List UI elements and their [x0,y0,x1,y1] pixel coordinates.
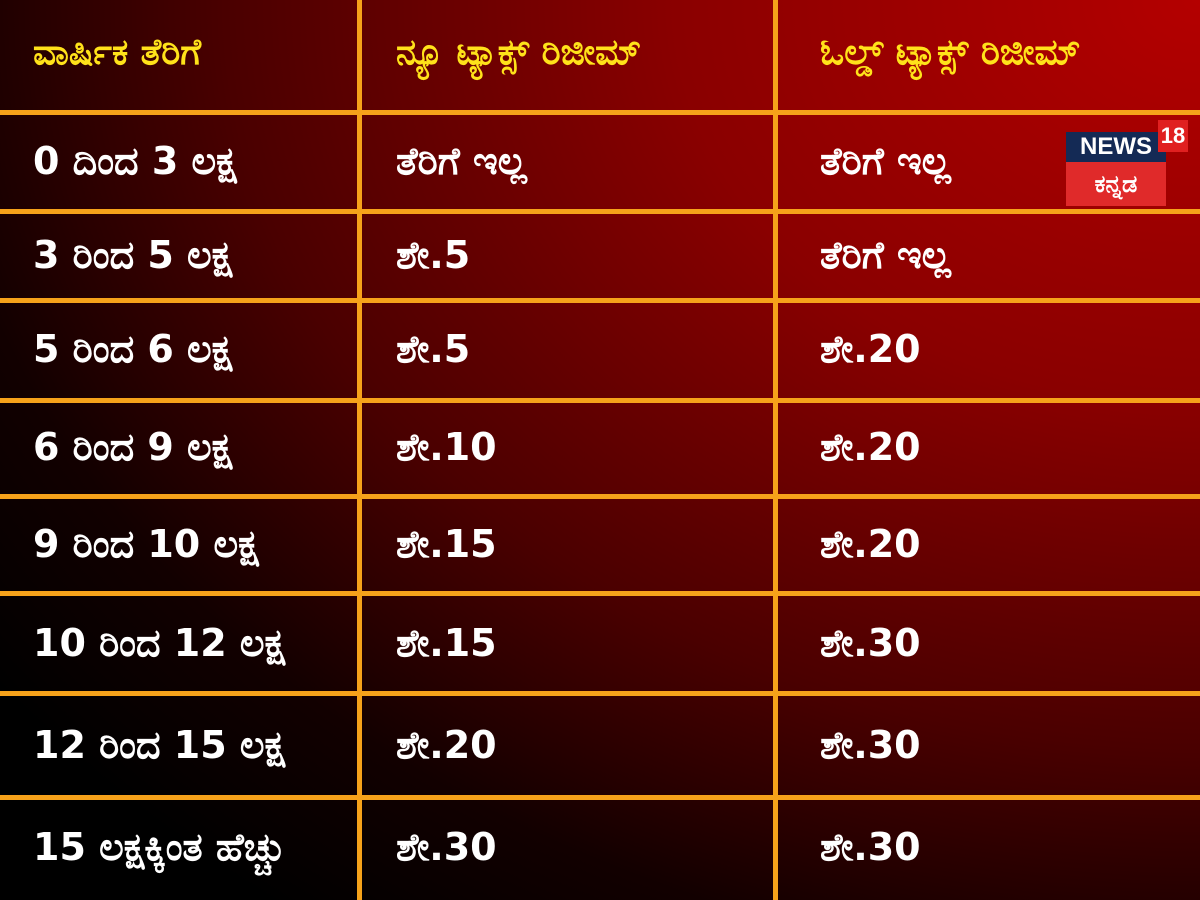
row-divider [0,298,1200,303]
row-divider [0,209,1200,214]
news18-kannada-logo: NEWS 18 ಕನ್ನಡ [1066,120,1190,208]
old-regime-rate: ಶೇ.20 [820,327,921,371]
column-divider [357,0,362,900]
logo-18: 18 [1158,120,1188,152]
income-slab: 6 ರಿಂದ 9 ಲಕ್ಷ [33,425,233,469]
old-regime-rate: ಶೇ.20 [820,522,921,566]
new-regime-rate: ಶೇ.15 [396,522,497,566]
column-header-old-regime: ಓಲ್ಡ್ ಟ್ಯಾಕ್ಸ್ ರಿಜೀಮ್ [820,31,1081,73]
old-regime-rate: ಶೇ.30 [820,825,921,869]
income-slab: 10 ರಿಂದ 12 ಲಕ್ಷ [33,620,286,665]
logo-news: NEWS [1066,132,1166,162]
old-regime-rate: ಶೇ.30 [820,620,921,665]
new-regime-rate: ಶೇ.5 [396,327,471,371]
new-regime-rate: ಶೇ.20 [396,722,497,767]
column-divider [773,0,778,900]
column-header-annual-income: ವಾರ್ಷಿಕ ತೆರಿಗೆ [33,31,202,73]
income-slab: 3 ರಿಂದ 5 ಲಕ್ಷ [33,233,233,277]
new-regime-rate: ತೆರಿಗೆ ಇಲ್ಲ [396,138,527,183]
new-regime-rate: ಶೇ.15 [396,620,497,665]
column-header-new-regime: ನ್ಯೂ ಟ್ಯಾಕ್ಸ್ ರಿಜೀಮ್ [396,31,642,73]
row-divider [0,494,1200,499]
income-slab: 0 ದಿಂದ 3 ಲಕ್ಷ [33,138,237,183]
row-divider [0,398,1200,403]
new-regime-rate: ಶೇ.10 [396,425,497,469]
row-divider [0,691,1200,696]
old-regime-rate: ತೆರಿಗೆ ಇಲ್ಲ [820,233,951,277]
old-regime-rate: ತೆರಿಗೆ ಇಲ್ಲ [820,138,951,183]
row-divider [0,110,1200,115]
old-regime-rate: ಶೇ.20 [820,425,921,469]
old-regime-rate: ಶೇ.30 [820,722,921,767]
row-divider [0,591,1200,596]
income-slab: 15 ಲಕ್ಷಕ್ಕಿಂತ ಹೆಚ್ಚು [33,825,286,869]
row-divider [0,795,1200,800]
logo-kannada: ಕನ್ನಡ [1066,162,1166,206]
income-slab: 12 ರಿಂದ 15 ಲಕ್ಷ [33,722,286,767]
new-regime-rate: ಶೇ.30 [396,825,497,869]
income-slab: 5 ರಿಂದ 6 ಲಕ್ಷ [33,327,233,371]
income-slab: 9 ರಿಂದ 10 ಲಕ್ಷ [33,522,259,566]
new-regime-rate: ಶೇ.5 [396,233,471,277]
